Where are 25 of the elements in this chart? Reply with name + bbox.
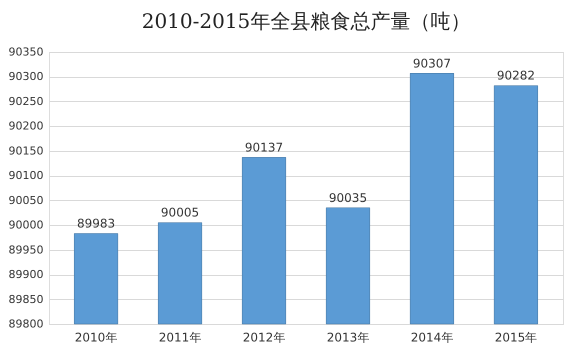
data-label: 90282 <box>496 68 536 83</box>
x-tick-label: 2011年 <box>158 330 202 344</box>
y-tick-label: 89900 <box>8 268 44 282</box>
y-tick-label: 90300 <box>8 70 44 84</box>
y-tick-label: 90150 <box>8 144 44 158</box>
data-label: 90137 <box>244 140 284 154</box>
y-tick-label: 90100 <box>8 169 44 182</box>
y-tick-label: 90050 <box>8 194 44 207</box>
data-label: 90035 <box>328 190 368 205</box>
x-tick-label: 2015年 <box>494 330 538 344</box>
data-label: 90307 <box>412 56 452 70</box>
y-tick-label: 90000 <box>8 218 44 232</box>
y-tick-label: 89800 <box>8 318 44 330</box>
y-tick-label: 89950 <box>8 243 44 256</box>
y-tick-label: 89850 <box>8 292 44 306</box>
x-tick-label: 2010年 <box>74 330 118 344</box>
y-tick-label: 90350 <box>8 46 44 58</box>
data-label: 90005 <box>160 206 200 220</box>
data-label: 89983 <box>76 216 116 230</box>
x-tick-label: 2012年 <box>242 330 286 344</box>
chart-title: 2010-2015年全县粮食总产量（吨） <box>142 9 470 33</box>
y-tick-label: 90250 <box>8 94 44 108</box>
y-tick-label: 90200 <box>8 120 44 133</box>
x-tick-label: 2014年 <box>410 330 454 344</box>
x-tick-label: 2013年 <box>326 330 370 344</box>
